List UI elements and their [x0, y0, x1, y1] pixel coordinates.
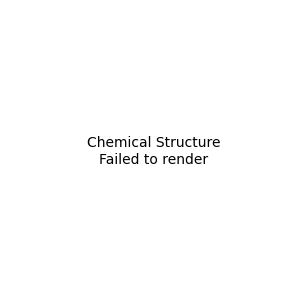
Text: Chemical Structure
Failed to render: Chemical Structure Failed to render: [87, 136, 220, 166]
